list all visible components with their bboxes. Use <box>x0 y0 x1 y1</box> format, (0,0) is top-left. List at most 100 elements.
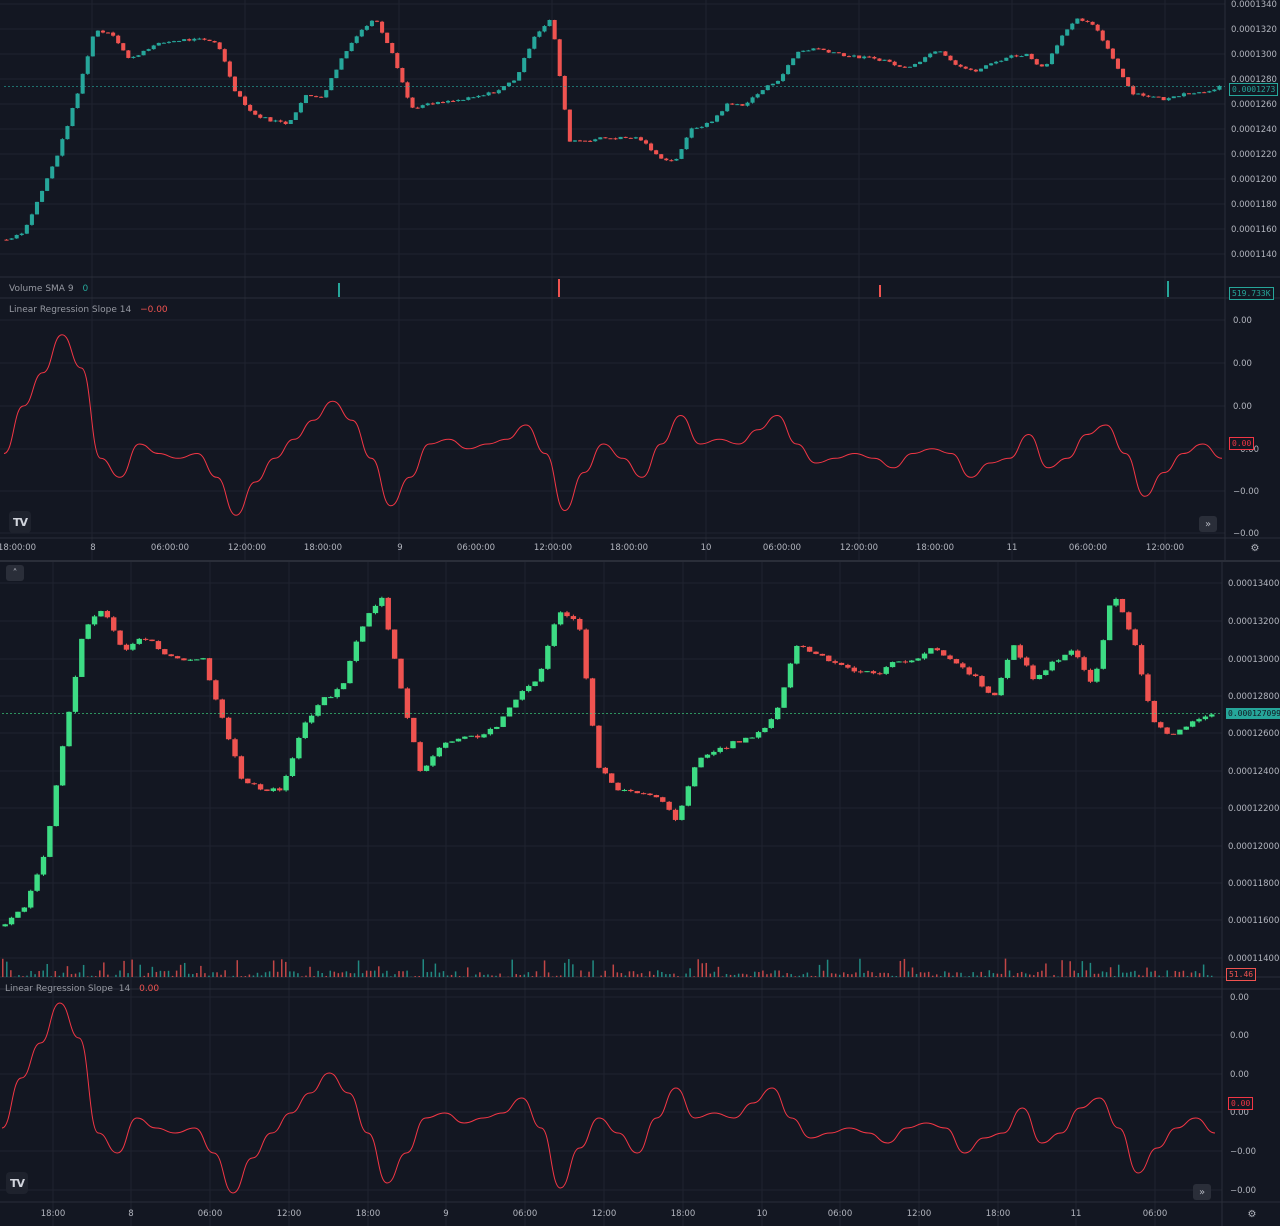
volume-bar <box>212 972 214 977</box>
candle-body <box>425 103 430 106</box>
volume-bar <box>418 976 420 977</box>
volume-bar <box>636 974 639 977</box>
time-axis-label: 11 <box>1071 1209 1082 1219</box>
candle-body <box>542 26 547 32</box>
candle-body <box>709 121 714 123</box>
gear-icon[interactable]: ⚙ <box>1247 1208 1257 1220</box>
tradingview-logo[interactable]: TV <box>6 1172 28 1194</box>
volume-bar <box>948 972 950 977</box>
candle-body <box>588 140 593 142</box>
candle-body <box>654 150 659 155</box>
volume-bar <box>584 976 586 977</box>
gear-icon[interactable]: ⚙ <box>1250 542 1260 554</box>
candle-body <box>1161 97 1166 101</box>
volume-bar <box>798 975 801 977</box>
bottom-chart-panel[interactable]: 0.000134000 0.000132000 0.000130000 0.00012… <box>0 562 1280 1226</box>
candle-body <box>182 39 187 42</box>
candle-body <box>1126 612 1132 630</box>
volume-bar <box>758 972 760 977</box>
candle-body <box>897 65 902 67</box>
chevron-up-icon[interactable]: ˄ <box>6 565 24 581</box>
candle-body <box>1202 92 1207 94</box>
candle-body <box>694 127 699 129</box>
volume-bar <box>701 963 703 977</box>
time-axis-label: 12:00:00 <box>1146 543 1184 553</box>
volume-bar <box>1105 972 1108 977</box>
candle-body <box>264 789 270 791</box>
price-tick-label: 0.0001320 <box>1231 25 1277 35</box>
candle-body <box>999 60 1004 62</box>
candle-body <box>390 43 395 54</box>
slope-legend-value: −0.00 <box>140 305 168 315</box>
volume-bar <box>54 971 57 977</box>
price-tick-label: 0.000120000 <box>1228 842 1280 852</box>
time-axis-label: 06:00 <box>1143 1209 1168 1219</box>
candle-body <box>634 791 640 794</box>
volume-legend-label: Volume SMA 9 <box>9 284 74 294</box>
candle-body <box>806 50 811 52</box>
price-tick-label: 0.000122000 <box>1228 804 1280 814</box>
candle-body <box>168 654 174 657</box>
candle-body <box>496 90 501 94</box>
candle-body <box>1034 59 1039 65</box>
volume-bar <box>382 973 384 977</box>
candle-body <box>613 138 618 140</box>
volume-bar <box>1024 973 1027 977</box>
top-chart-panel[interactable]: 0.0001340 0.0001320 0.0001300 0.0001280 0.00… <box>0 0 1280 560</box>
double-chevron-right-icon[interactable]: » <box>1193 1184 1211 1200</box>
candle-body <box>321 697 328 706</box>
candle-body <box>1158 722 1164 728</box>
volume-bar <box>313 976 315 977</box>
candle-body <box>821 48 826 51</box>
volume-bar <box>82 964 85 977</box>
candle-body <box>449 741 455 743</box>
candle-body <box>1106 605 1113 641</box>
candle-body <box>960 663 966 668</box>
candle-body <box>117 630 123 645</box>
candle-body <box>1207 91 1212 93</box>
candle-body <box>689 128 694 138</box>
double-chevron-right-icon[interactable]: » <box>1199 516 1217 532</box>
volume-bar <box>163 971 166 977</box>
candle-body <box>796 51 801 59</box>
volume-bar <box>661 971 663 977</box>
candle-body <box>994 61 999 64</box>
top-chart-canvas[interactable]: 0.00013400.00013200.00013000.00012800.00… <box>0 0 1280 560</box>
candle-body <box>50 166 55 179</box>
candle-body <box>1080 18 1085 21</box>
time-axis-label: 06:00 <box>513 1209 538 1219</box>
candle-body <box>672 809 679 820</box>
candle-body <box>552 20 557 40</box>
volume-bar <box>422 959 425 977</box>
candle-body <box>14 234 19 239</box>
candle-body <box>446 100 451 103</box>
volume-bar <box>1041 970 1043 977</box>
candle-body <box>545 645 551 669</box>
volume-bar <box>1150 971 1152 977</box>
volume-bar <box>224 970 226 977</box>
candle-body <box>1202 716 1209 720</box>
volume-bar <box>329 970 332 977</box>
volume-bar <box>454 971 457 977</box>
slope-tick-label: −0.00 <box>1230 1147 1256 1157</box>
candle-body <box>506 82 511 87</box>
candle-body <box>1070 23 1075 30</box>
volume-bar <box>78 972 81 977</box>
candle-body <box>166 41 171 43</box>
candle-body <box>826 50 831 53</box>
tradingview-logo[interactable]: TV <box>9 511 31 533</box>
candle-body <box>1105 40 1110 49</box>
volume-bar <box>592 960 594 977</box>
time-axis-label: 06:00:00 <box>151 543 189 553</box>
candle-body <box>400 68 405 83</box>
volume-bar <box>725 974 728 977</box>
candle-body <box>872 56 877 59</box>
volume-bar <box>42 970 44 977</box>
volume-bar <box>713 971 716 977</box>
volume-bar <box>826 959 829 977</box>
candle-body <box>146 49 151 51</box>
candle-body <box>715 115 720 122</box>
candle-body <box>513 699 519 708</box>
bottom-chart-canvas[interactable]: 0.000134000 0.000132000 0.000130000 0.00012… <box>0 562 1280 1226</box>
candle-body <box>29 214 34 225</box>
